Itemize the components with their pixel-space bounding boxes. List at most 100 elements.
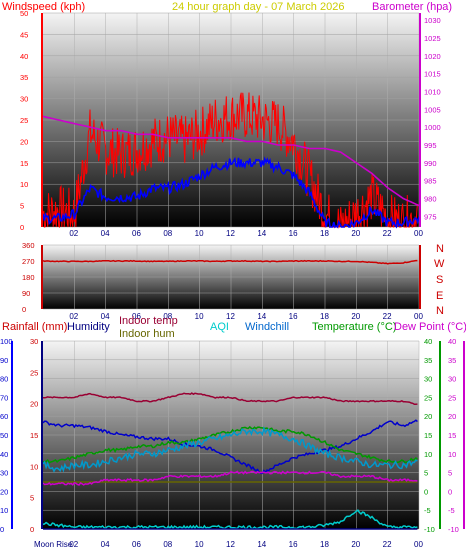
barometer-axis-title: Barometer (hpa): [372, 1, 452, 13]
x-tick-label: 18: [320, 312, 329, 321]
dewpoint-tick: 20: [448, 412, 456, 421]
rain-tick: 10: [30, 462, 38, 471]
windspeed-tick: 50: [20, 9, 28, 18]
temperature-tick: -10: [424, 525, 435, 534]
rain-tick: 20: [30, 400, 38, 409]
temperature-tick: 0: [424, 487, 428, 496]
x-tick-label: 22: [383, 312, 392, 321]
rain-tick: 0: [30, 525, 34, 534]
temperature-tick: 40: [424, 337, 432, 346]
dewpoint-series: [42, 470, 418, 486]
x-tick-label: 20: [351, 312, 360, 321]
humidity-tick: 100: [0, 337, 13, 346]
rain-tick: 5: [30, 494, 34, 503]
x-tick-label: 04: [101, 312, 110, 321]
barometer-tick: 1005: [424, 105, 441, 114]
compass-n-top: N: [436, 243, 444, 255]
humidity-tick: 60: [0, 412, 8, 421]
dewpoint-tick: 15: [448, 431, 456, 440]
windchill-label: Windchill: [245, 321, 289, 333]
barometer-tick: 1025: [424, 34, 441, 43]
humidity-label: Humidity: [67, 321, 110, 333]
indoor-temp-label: Indoor temp: [119, 315, 178, 327]
humidity-tick: 70: [0, 393, 8, 402]
x-tick-label: 20: [351, 229, 360, 238]
temperature-tick: 20: [424, 412, 432, 421]
compass-n-bottom: N: [436, 305, 444, 317]
compass-e: E: [436, 290, 443, 302]
humidity-tick: 10: [0, 506, 8, 515]
temperature-series: [42, 425, 418, 464]
x-tick-label: 20: [351, 540, 360, 549]
barometer-tick: 1015: [424, 70, 441, 79]
x-tick-label: 00: [414, 312, 423, 321]
rain-tick: 25: [30, 368, 38, 377]
x-tick-label: 08: [163, 312, 172, 321]
x-tick-label: 14: [257, 229, 266, 238]
windchill-series: [42, 425, 418, 473]
x-tick-label: 12: [226, 540, 235, 549]
x-tick-label: 06: [132, 540, 141, 549]
direction-tick: 90: [22, 289, 30, 298]
x-tick-label: 06: [132, 229, 141, 238]
rain-tick: 30: [30, 337, 38, 346]
barometer-tick: 985: [424, 177, 437, 186]
barometer-tick: 1030: [424, 16, 441, 25]
average-wind-series: [42, 156, 420, 229]
x-tick-label: 22: [383, 229, 392, 238]
x-tick-label: 08: [163, 229, 172, 238]
temperature-label: Temperature (°C): [312, 321, 396, 333]
direction-tick: 0: [22, 305, 26, 314]
aqi-label: AQI: [210, 321, 229, 333]
barometer-tick: 995: [424, 141, 437, 150]
humidity-tick: 20: [0, 487, 8, 496]
direction-tick: 180: [22, 273, 35, 282]
windspeed-tick: 10: [20, 180, 28, 189]
dewpoint-tick: -10: [448, 525, 459, 534]
x-tick-label: 02: [69, 312, 78, 321]
x-tick-label: 18: [320, 229, 329, 238]
indoor-temp-series: [43, 392, 418, 406]
humidity-tick: 90: [0, 356, 8, 365]
windspeed-tick: 25: [20, 116, 28, 125]
x-tick-label: 16: [289, 229, 298, 238]
x-tick-label: 08: [163, 540, 172, 549]
x-tick-label: 02: [69, 540, 78, 549]
dewpoint-tick: 0: [448, 487, 452, 496]
temperature-tick: 15: [424, 431, 432, 440]
temperature-tick: 5: [424, 469, 428, 478]
windspeed-axis-title: Windspeed (kph): [2, 1, 85, 13]
data-series: [42, 92, 420, 530]
dewpoint-tick: 25: [448, 393, 456, 402]
humidity-tick: 40: [0, 450, 8, 459]
temperature-tick: -5: [424, 506, 431, 515]
direction-tick: 270: [22, 257, 35, 266]
x-tick-label: 02: [69, 229, 78, 238]
x-tick-label: 04: [101, 540, 110, 549]
x-tick-label: 16: [289, 312, 298, 321]
axis-lines: [11, 13, 465, 529]
x-tick-label: 06: [132, 312, 141, 321]
x-tick-label: 14: [257, 540, 266, 549]
windspeed-tick: 40: [20, 52, 28, 61]
compass-w: W: [434, 258, 445, 270]
barometer-tick: 980: [424, 194, 437, 203]
x-tick-label: 00: [414, 229, 423, 238]
barometer-tick: 1000: [424, 123, 441, 132]
graph-title: 24 hour graph day - 07 March 2026: [172, 1, 344, 13]
temperature-tick: 10: [424, 450, 432, 459]
windspeed-tick: 30: [20, 95, 28, 104]
x-tick-label: 22: [383, 540, 392, 549]
x-tick-label: 10: [195, 540, 204, 549]
dewpoint-tick: -5: [448, 506, 455, 515]
dewpoint-tick: 10: [448, 450, 456, 459]
wind-direction-series: [42, 259, 418, 265]
x-tick-label: 12: [226, 229, 235, 238]
moonrise-label: Moon Rise: [34, 540, 73, 549]
windspeed-tick: 15: [20, 159, 28, 168]
windspeed-tick: 45: [20, 30, 28, 39]
windspeed-tick: 20: [20, 137, 28, 146]
barometer-tick: 1010: [424, 87, 441, 96]
x-tick-label: 14: [257, 312, 266, 321]
humidity-tick: 30: [0, 469, 8, 478]
